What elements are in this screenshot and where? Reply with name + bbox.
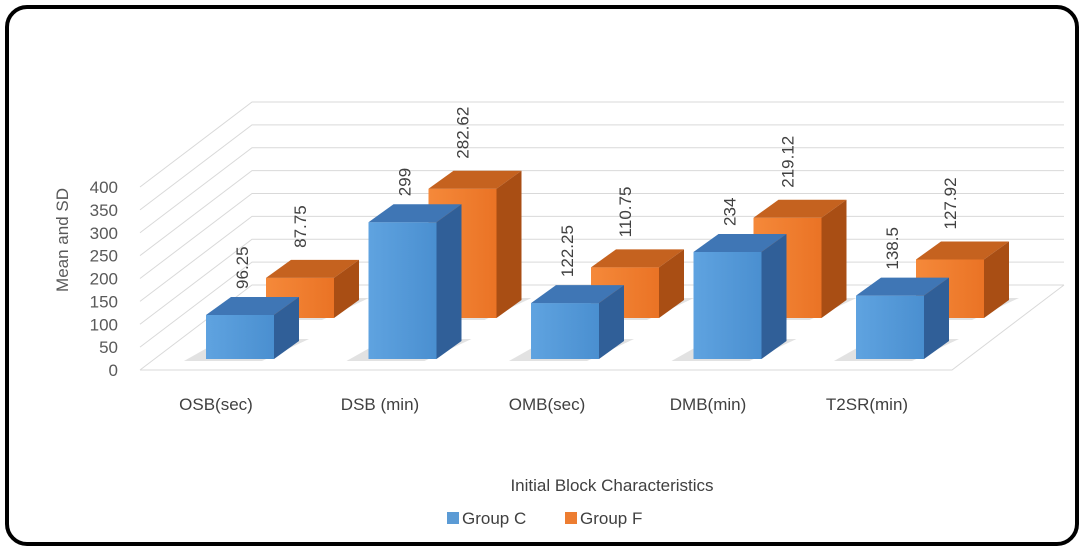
gridline: [139, 124, 1064, 211]
y-tick-label: 0: [109, 361, 118, 380]
bar-group-c: [509, 285, 634, 361]
bar-group-c: [671, 233, 797, 361]
floor-edge: [140, 284, 1065, 371]
x-category-label: DMB(min): [670, 395, 747, 414]
y-tick-label: 250: [90, 247, 118, 266]
x-category-label: T2SR(min): [826, 395, 908, 414]
legend: Group C Group F: [447, 509, 642, 528]
y-tick-label: 300: [90, 224, 118, 243]
data-label-group-c: 234: [721, 198, 740, 226]
y-tick-label: 100: [90, 315, 118, 334]
bar-top: [856, 277, 949, 296]
y-axis-ticks: 0 50 100 150 200 250 300 350 400: [90, 178, 118, 380]
legend-label: Group C: [462, 509, 526, 528]
data-label-group-c: 138.5: [883, 227, 902, 270]
bar-top: [531, 285, 624, 304]
bar-group-c: [184, 296, 309, 361]
legend-swatch: [447, 512, 459, 524]
data-label-group-f: 127.92: [941, 177, 960, 229]
bar-group-c: [346, 204, 472, 361]
bar-top: [753, 199, 847, 218]
data-label-group-c: 299: [396, 168, 415, 196]
x-category-label: OSB(sec): [179, 395, 253, 414]
bar-side: [436, 204, 462, 359]
data-label-group-f: 282.62: [454, 107, 473, 159]
bar-side: [334, 259, 359, 318]
y-tick-label: 200: [90, 270, 118, 289]
data-labels: 87.75 282.62 110.75 219.12 127.92 96.25 299 122…: [233, 107, 960, 289]
legend-item: Group C: [447, 509, 526, 528]
bar-side: [984, 241, 1009, 318]
y-tick-label: 400: [90, 178, 118, 197]
data-label-group-c: 96.25: [233, 246, 252, 289]
x-axis-label: Initial Block Characteristics: [510, 476, 713, 495]
chart-frame: [5, 5, 1079, 546]
bar-front: [856, 295, 924, 359]
y-tick-label: 50: [99, 338, 118, 357]
legend-swatch: [565, 512, 577, 524]
x-category-label: OMB(sec): [509, 395, 586, 414]
bar-top: [266, 259, 359, 278]
bar-group-c: [834, 277, 959, 361]
bar-top: [428, 170, 522, 189]
legend-label: Group F: [580, 509, 642, 528]
bar-front: [531, 303, 599, 359]
gridline: [139, 101, 1064, 188]
data-label-group-f: 87.75: [291, 205, 310, 248]
bar-side: [274, 296, 299, 359]
y-tick-label: 150: [90, 292, 118, 311]
bar-front: [368, 222, 437, 359]
bar-side: [761, 233, 787, 359]
bar-top: [591, 249, 684, 268]
bar-top: [693, 233, 787, 252]
bar-side: [924, 277, 949, 359]
bar-front: [206, 314, 274, 359]
data-label-group-f: 110.75: [616, 187, 635, 238]
x-axis-categories: OSB(sec) DSB (min) OMB(sec) DMB(min) T2SR(mi…: [179, 395, 908, 414]
y-tick-label: 350: [90, 201, 118, 220]
bar-top: [206, 296, 299, 315]
legend-item: Group F: [565, 509, 642, 528]
bar-side: [496, 170, 522, 318]
chart-floor: [140, 284, 1065, 371]
x-category-label: DSB (min): [341, 395, 419, 414]
bar-side: [659, 249, 684, 318]
data-label-group-c: 122.25: [558, 225, 577, 277]
bar-side: [599, 285, 624, 359]
gridline: [139, 147, 1064, 234]
series-group-c: [184, 204, 959, 361]
bar-side: [821, 199, 847, 318]
bar-top: [916, 241, 1009, 260]
gridline: [139, 193, 1064, 279]
bar-front: [693, 251, 762, 359]
gridline: [139, 170, 1064, 257]
bar-top: [368, 204, 462, 223]
data-label-group-f: 219.12: [779, 136, 798, 188]
y-axis-label: Mean and SD: [53, 188, 72, 292]
